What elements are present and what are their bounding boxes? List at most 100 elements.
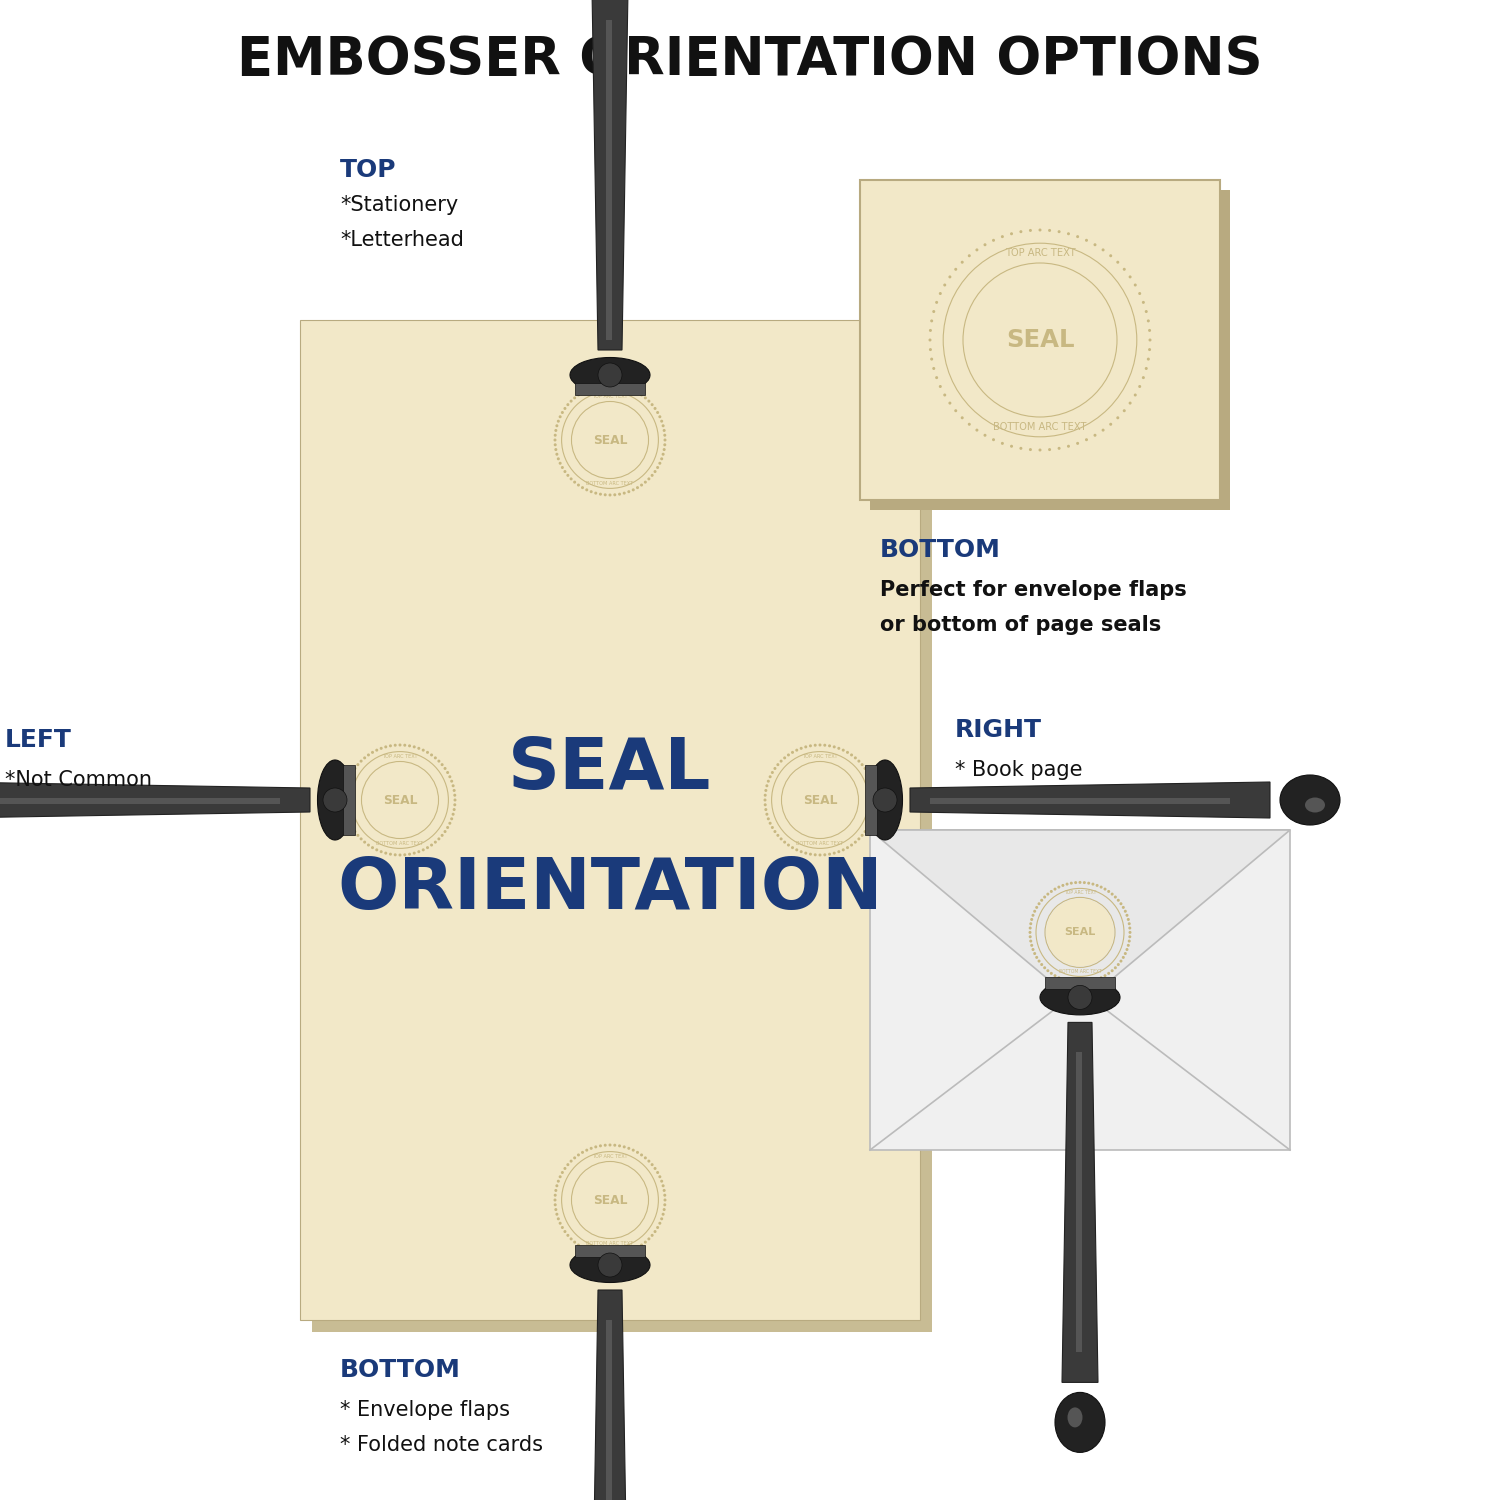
Circle shape bbox=[370, 846, 374, 849]
Circle shape bbox=[1076, 442, 1078, 446]
Circle shape bbox=[1040, 963, 1042, 966]
Circle shape bbox=[992, 238, 994, 242]
Circle shape bbox=[1076, 236, 1078, 238]
Circle shape bbox=[1029, 936, 1032, 939]
Circle shape bbox=[1020, 230, 1023, 232]
Circle shape bbox=[554, 433, 556, 436]
Circle shape bbox=[930, 320, 933, 322]
Circle shape bbox=[788, 753, 790, 756]
Circle shape bbox=[348, 776, 351, 778]
Circle shape bbox=[1124, 910, 1126, 914]
Circle shape bbox=[1046, 898, 1114, 966]
Circle shape bbox=[663, 1203, 666, 1206]
Circle shape bbox=[1058, 230, 1060, 232]
Circle shape bbox=[413, 746, 416, 748]
Circle shape bbox=[992, 438, 994, 441]
Circle shape bbox=[580, 486, 584, 489]
Ellipse shape bbox=[1068, 1407, 1083, 1428]
Circle shape bbox=[556, 458, 560, 460]
Circle shape bbox=[556, 1218, 560, 1221]
Circle shape bbox=[1124, 952, 1126, 956]
Circle shape bbox=[833, 852, 836, 855]
Circle shape bbox=[648, 1238, 651, 1240]
Text: Perfect for envelope flaps: Perfect for envelope flaps bbox=[880, 580, 1186, 600]
Circle shape bbox=[819, 853, 822, 856]
Text: TOP ARC TEXT: TOP ARC TEXT bbox=[1005, 248, 1076, 258]
Circle shape bbox=[433, 840, 436, 843]
Text: *Letterhead: *Letterhead bbox=[340, 230, 464, 251]
Circle shape bbox=[930, 357, 933, 360]
Circle shape bbox=[828, 744, 831, 747]
Circle shape bbox=[663, 448, 666, 452]
Circle shape bbox=[603, 1254, 606, 1257]
Circle shape bbox=[808, 852, 812, 855]
Circle shape bbox=[322, 788, 346, 812]
Circle shape bbox=[555, 1208, 558, 1210]
Text: * Book page: * Book page bbox=[956, 760, 1083, 780]
Circle shape bbox=[858, 759, 861, 762]
Circle shape bbox=[865, 771, 868, 774]
Bar bbox=[859, 180, 1220, 500]
Circle shape bbox=[1100, 885, 1102, 888]
Circle shape bbox=[1148, 328, 1150, 332]
Circle shape bbox=[603, 1143, 606, 1146]
Circle shape bbox=[357, 834, 360, 837]
Circle shape bbox=[609, 384, 612, 387]
Circle shape bbox=[960, 261, 963, 264]
Circle shape bbox=[764, 804, 766, 807]
Circle shape bbox=[658, 1176, 662, 1179]
Circle shape bbox=[868, 776, 871, 778]
Circle shape bbox=[408, 852, 411, 855]
Circle shape bbox=[564, 470, 567, 472]
Circle shape bbox=[404, 744, 406, 747]
Text: *Not Common: *Not Common bbox=[4, 770, 152, 790]
Circle shape bbox=[1101, 429, 1104, 432]
Circle shape bbox=[446, 771, 448, 774]
Circle shape bbox=[632, 1248, 634, 1251]
Circle shape bbox=[1122, 956, 1125, 958]
Circle shape bbox=[858, 837, 861, 840]
Circle shape bbox=[636, 1150, 639, 1154]
Circle shape bbox=[1047, 969, 1050, 972]
Bar bbox=[870, 190, 1230, 510]
Circle shape bbox=[384, 746, 387, 748]
Circle shape bbox=[1035, 906, 1038, 909]
Circle shape bbox=[873, 789, 876, 792]
Text: TOP ARC TEXT: TOP ARC TEXT bbox=[1064, 891, 1096, 896]
Circle shape bbox=[585, 489, 588, 492]
Circle shape bbox=[370, 752, 374, 754]
Circle shape bbox=[1029, 230, 1032, 232]
Circle shape bbox=[1128, 276, 1131, 279]
Circle shape bbox=[975, 249, 978, 252]
Circle shape bbox=[351, 771, 354, 774]
Circle shape bbox=[426, 752, 429, 754]
Circle shape bbox=[954, 410, 957, 413]
Circle shape bbox=[1114, 966, 1118, 969]
Circle shape bbox=[404, 853, 406, 856]
Text: SEAL: SEAL bbox=[509, 735, 711, 804]
Circle shape bbox=[554, 444, 556, 447]
Circle shape bbox=[1144, 310, 1148, 314]
Circle shape bbox=[1128, 932, 1131, 934]
Circle shape bbox=[598, 384, 602, 387]
Circle shape bbox=[422, 849, 424, 852]
Circle shape bbox=[555, 429, 558, 432]
Circle shape bbox=[453, 794, 456, 796]
Circle shape bbox=[928, 348, 932, 351]
Text: BOTTOM ARC TEXT: BOTTOM ARC TEXT bbox=[1059, 969, 1101, 975]
Circle shape bbox=[380, 850, 382, 853]
Circle shape bbox=[622, 386, 626, 388]
Circle shape bbox=[853, 756, 856, 759]
Circle shape bbox=[968, 254, 970, 257]
Circle shape bbox=[627, 387, 630, 390]
Circle shape bbox=[658, 462, 662, 465]
Circle shape bbox=[766, 818, 770, 821]
Circle shape bbox=[948, 402, 951, 405]
Circle shape bbox=[1142, 376, 1144, 380]
Circle shape bbox=[928, 339, 932, 342]
Circle shape bbox=[663, 1198, 666, 1202]
Circle shape bbox=[375, 849, 378, 852]
Circle shape bbox=[1108, 423, 1112, 426]
Bar bbox=[0, 798, 280, 804]
Circle shape bbox=[1032, 914, 1035, 916]
